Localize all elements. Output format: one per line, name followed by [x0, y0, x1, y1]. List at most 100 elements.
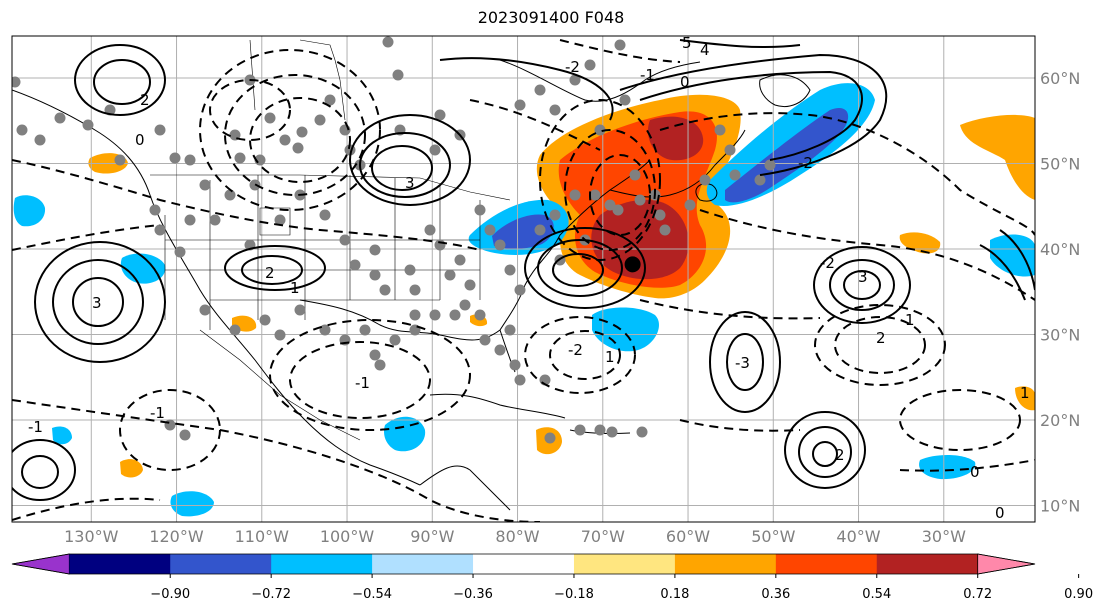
- colorbar-tick-label: 0.36: [761, 587, 790, 602]
- station-dot: [179, 429, 191, 441]
- longitude-label: 120°W: [149, 527, 204, 546]
- station-dot: [514, 99, 526, 111]
- longitude-labels: 130°W 120°W 110°W 100°W 90°W 80°W 70°W 60°W 50°W…: [64, 527, 966, 546]
- contour-label: 1: [1020, 384, 1030, 402]
- station-dot: [636, 426, 648, 438]
- station-dot: [474, 309, 486, 321]
- station-dot: [454, 254, 466, 266]
- longitude-label: 130°W: [64, 527, 119, 546]
- station-dot: [606, 426, 618, 438]
- cold-region-bermuda: [592, 307, 659, 352]
- station-dot: [379, 284, 391, 296]
- latitude-label: 10°N: [1040, 497, 1080, 516]
- station-dot: [324, 94, 336, 106]
- station-dot: [464, 279, 476, 291]
- station-dot: [369, 269, 381, 281]
- contour-label: -2: [820, 254, 835, 272]
- station-dots: [12, 36, 776, 444]
- station-dot: [12, 76, 21, 88]
- contour-label: 0: [995, 504, 1005, 522]
- station-dot: [494, 344, 506, 356]
- cold-region-caribbean: [384, 416, 426, 452]
- station-dot: [429, 144, 441, 156]
- station-dot: [169, 152, 181, 164]
- station-dot: [82, 119, 94, 131]
- colorbar-tick-label: −0.18: [554, 587, 594, 602]
- station-dot: [634, 194, 646, 206]
- warm-region-south: [120, 459, 143, 478]
- longitude-label: 70°W: [581, 527, 625, 546]
- station-dot: [184, 154, 196, 166]
- station-dot: [339, 124, 351, 136]
- station-dot: [184, 214, 196, 226]
- station-dot: [659, 224, 671, 236]
- station-dot: [699, 174, 711, 186]
- station-dot: [229, 324, 241, 336]
- station-dot: [764, 159, 776, 171]
- longitude-label: 40°W: [836, 527, 880, 546]
- station-dot: [199, 179, 211, 191]
- station-dot: [494, 239, 506, 251]
- contour-label: -1: [150, 404, 165, 422]
- station-dot: [389, 334, 401, 346]
- station-dot: [34, 134, 46, 146]
- station-dot: [164, 419, 176, 431]
- colorbar-segment: [573, 554, 676, 574]
- latitude-label: 20°N: [1040, 411, 1080, 430]
- colorbar-segment: [69, 554, 171, 574]
- colorbar-arrow-high: [977, 553, 1036, 575]
- latitude-labels: 60°N 50°N 40°N 30°N 20°N 10°N: [1040, 69, 1080, 516]
- station-dot: [234, 152, 246, 164]
- latitude-label: 30°N: [1040, 326, 1080, 345]
- station-dot: [594, 124, 606, 136]
- longitude-label: 90°W: [410, 527, 454, 546]
- station-dot: [349, 259, 361, 271]
- colorbar-segment: [271, 554, 373, 574]
- station-dot: [209, 214, 221, 226]
- station-dot: [296, 126, 308, 138]
- station-dot: [629, 169, 641, 181]
- station-dot: [174, 246, 186, 258]
- colorbar-tick-label: 0.72: [963, 587, 992, 602]
- station-dot: [16, 124, 28, 136]
- contour-label: 3: [92, 294, 102, 312]
- contour-label: 2: [876, 329, 886, 347]
- contour-label: 0: [680, 73, 690, 91]
- station-dot: [339, 234, 351, 246]
- longitude-label: 30°W: [922, 527, 966, 546]
- colorbar-tick-label: 0.54: [862, 587, 891, 602]
- longitude-label: 110°W: [235, 527, 290, 546]
- contour-label: -1: [640, 66, 655, 84]
- colorbar-tick-labels: −0.90 −0.72 −0.54 −0.36 −0.18 0.18 0.36 0.54 0.7…: [150, 574, 1093, 602]
- station-dot: [434, 239, 446, 251]
- longitude-label: 60°W: [666, 527, 710, 546]
- station-dot: [584, 59, 596, 71]
- contour-label: 2: [140, 91, 150, 109]
- cold-region-east: [990, 234, 1035, 277]
- contour-label: 1: [605, 348, 615, 366]
- station-dot: [589, 189, 601, 201]
- contour-label: 0: [970, 463, 980, 481]
- negative-contours: [12, 39, 1035, 522]
- colorbar-tick-label: −0.72: [251, 587, 291, 602]
- core-region-north: [647, 116, 704, 161]
- station-dot: [484, 224, 496, 236]
- station-dot: [549, 104, 561, 116]
- contour-label: 3: [858, 268, 868, 286]
- colorbar-segment: [473, 554, 575, 574]
- colorbar-tick-label: −0.54: [352, 587, 392, 602]
- colorbar-tick-label: −0.36: [453, 587, 493, 602]
- station-dot: [359, 324, 371, 336]
- station-dot: [274, 214, 286, 226]
- station-dot: [724, 144, 736, 156]
- colorbar-segment: [674, 554, 777, 574]
- station-dot: [514, 284, 526, 296]
- colorbar-tick-label: 0.90: [1064, 587, 1093, 602]
- contour-label: -1: [355, 374, 370, 392]
- station-dot: [654, 209, 666, 221]
- cold-region-hawaii: [52, 426, 72, 445]
- station-dot: [199, 304, 211, 316]
- map-title: 2023091400 F048: [477, 8, 625, 27]
- colorbar-tick-label: −0.90: [150, 587, 190, 602]
- station-dot: [612, 204, 624, 216]
